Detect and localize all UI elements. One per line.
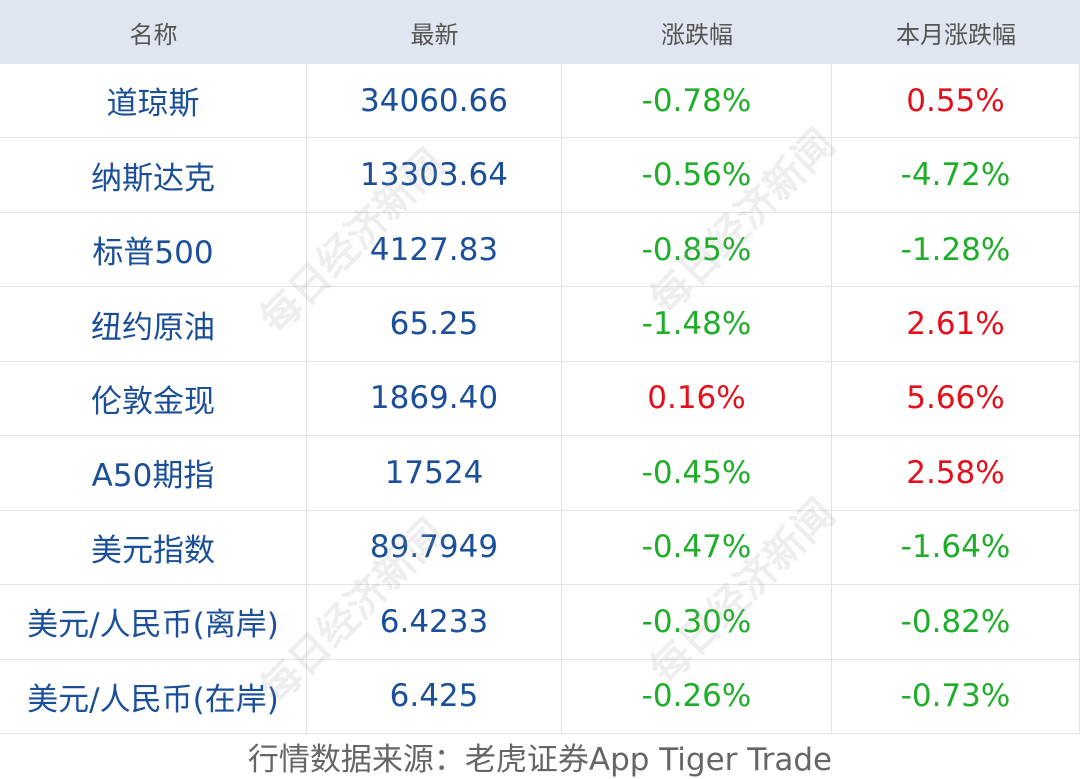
table-cell: 1869.40 [307,361,562,437]
footer: 行情数据来源：老虎证券App Tiger Trade [247,742,833,778]
header-cell: 名称 [0,0,307,64]
table-cell: -1.28% [832,212,1080,288]
table-cell: 89.7949 [307,510,562,586]
header-cell: 涨跌幅 [562,0,832,64]
table-cell: -0.56% [562,138,832,213]
table-cell: 17524 [307,436,562,511]
table-cell: -0.73% [832,659,1080,734]
table-cell: 道琼斯 [0,64,307,139]
table-cell: 4127.83 [307,212,562,288]
table-cell: -0.45% [562,436,832,511]
table-cell: -0.78% [562,64,832,139]
table-cell: -1.64% [832,510,1080,586]
table-cell: 13303.64 [307,138,562,213]
table-cell: -0.82% [832,585,1080,660]
table-cell: 6.4233 [307,585,562,660]
table-cell: 纽约原油 [0,287,307,362]
table-cell: 美元/人民币(离岸) [0,585,307,660]
table-cell: -0.30% [562,585,832,660]
table-cell: -0.47% [562,510,832,586]
table-cell: A50期指 [0,436,307,511]
table-cell: 0.16% [562,361,832,437]
table-cell: 纳斯达克 [0,138,307,213]
table-cell: 伦敦金现 [0,361,307,437]
table-cell: -4.72% [832,138,1080,213]
table-cell: 65.25 [307,287,562,362]
table-cell: 5.66% [832,361,1080,437]
header-cell: 最新 [307,0,562,64]
table-cell: -0.26% [562,659,832,734]
table-cell: 美元指数 [0,510,307,586]
table-cell: 标普500 [0,212,307,288]
table-cell: 34060.66 [307,64,562,139]
table-cell: -0.85% [562,212,832,288]
table-cell: 6.425 [307,659,562,734]
table-cell: -1.48% [562,287,832,362]
table-cell: 2.61% [832,287,1080,362]
header-cell: 本月涨跌幅 [832,0,1080,64]
table-cell: 0.55% [832,64,1080,139]
table-cell: 美元/人民币(在岸) [0,659,307,734]
table-cell: 2.58% [832,436,1080,511]
